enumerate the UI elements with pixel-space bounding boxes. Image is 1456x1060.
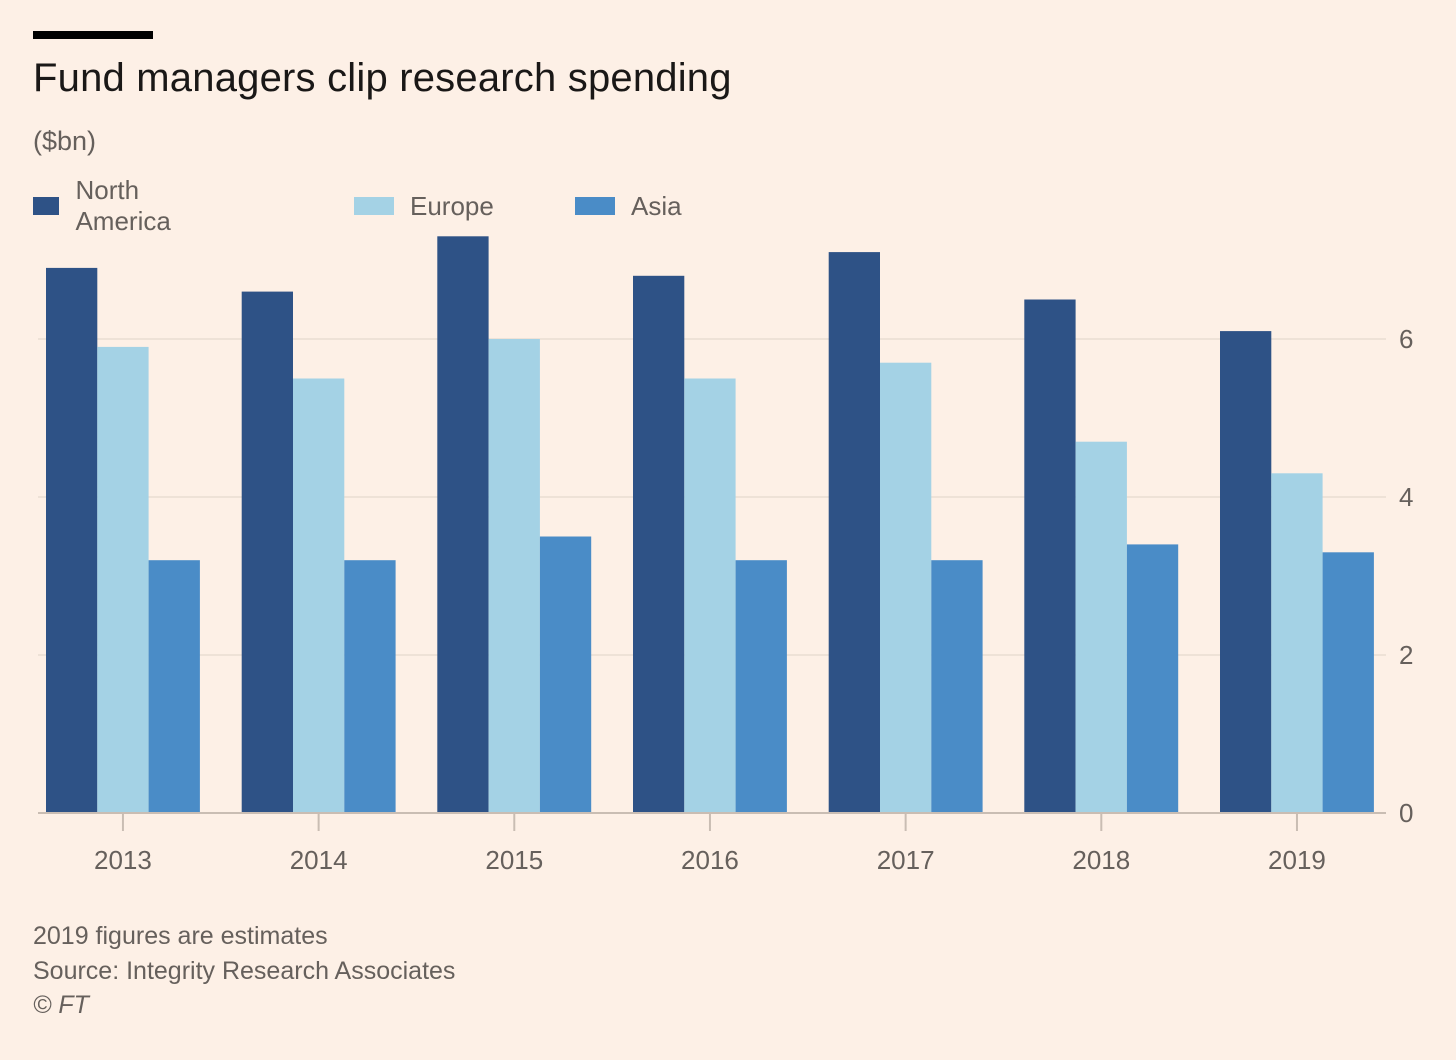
- bar-europe-2017: [880, 362, 932, 813]
- y-tick-labels: 0 2 4 6: [1399, 324, 1413, 828]
- bars: [46, 236, 1374, 814]
- x-tick-label-2015: 2015: [485, 845, 543, 875]
- bar-asia-2015: [539, 536, 592, 813]
- bar-asia-2017: [931, 560, 983, 813]
- bar-europe-2018: [1075, 441, 1127, 813]
- legend-swatch-europe: [354, 197, 394, 215]
- bar-north-america-2014: [241, 291, 293, 814]
- y-tick-label-0: 0: [1399, 798, 1413, 828]
- x-tick-label-2014: 2014: [290, 845, 348, 875]
- x-tick-label-2013: 2013: [94, 845, 152, 875]
- y-tick-label-2: 2: [1399, 640, 1413, 670]
- bar-europe-2013: [97, 346, 149, 813]
- chart-subtitle: ($bn): [33, 126, 97, 156]
- bar-north-america-2013: [46, 267, 98, 813]
- bar-north-america-2015: [437, 236, 489, 814]
- legend-item-asia: Asia: [575, 188, 682, 224]
- bar-north-america-2018: [1024, 299, 1076, 813]
- bar-europe-2019: [1271, 473, 1323, 813]
- legend-item-europe: Europe: [354, 188, 494, 224]
- bar-asia-2013: [148, 560, 200, 813]
- bar-asia-2014: [344, 560, 396, 813]
- chart-title: Fund managers clip research spending: [33, 56, 732, 100]
- top-rule: [33, 31, 153, 39]
- footnote-source: Source: Integrity Research Associates: [33, 957, 456, 985]
- x-tick-label-2016: 2016: [681, 845, 739, 875]
- bar-north-america-2017: [828, 252, 880, 814]
- bar-europe-2015: [488, 339, 540, 813]
- bar-asia-2019: [1322, 552, 1374, 813]
- x-tick-label-2019: 2019: [1268, 845, 1326, 875]
- bar-europe-2016: [684, 378, 736, 813]
- legend-label-europe: Europe: [410, 190, 494, 221]
- legend-item-north-america: North America: [33, 175, 184, 236]
- footnote-note: 2019 figures are estimates: [33, 922, 328, 950]
- bar-europe-2014: [293, 378, 345, 813]
- legend-label-asia: Asia: [631, 190, 682, 221]
- x-tick-labels: 2013 2014 2015 2016 2017 2018 2019: [94, 845, 1326, 875]
- bar-north-america-2016: [633, 275, 685, 813]
- x-axis: [38, 812, 1386, 831]
- legend-label-north-america: North America: [75, 175, 171, 236]
- y-tick-label-4: 4: [1399, 482, 1413, 512]
- x-tick-label-2017: 2017: [877, 845, 935, 875]
- y-tick-label-6: 6: [1399, 324, 1413, 354]
- bar-asia-2016: [735, 560, 787, 813]
- legend-swatch-asia: [575, 197, 615, 215]
- bar-north-america-2019: [1220, 331, 1272, 813]
- bar-asia-2018: [1126, 544, 1179, 813]
- footnote-copyright: © FT: [33, 991, 89, 1019]
- legend-swatch-north-america: [33, 197, 60, 215]
- x-tick-label-2018: 2018: [1072, 845, 1130, 875]
